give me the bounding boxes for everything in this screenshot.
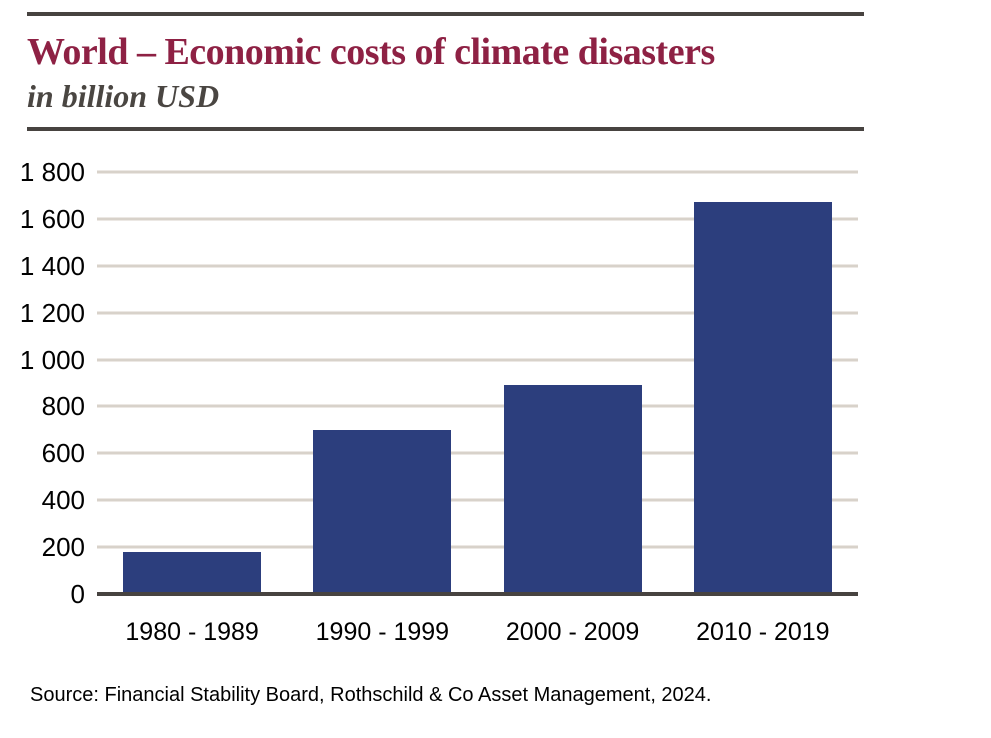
bars-layer [97, 172, 858, 594]
bar-1980 - 1989 [123, 551, 262, 594]
x-axis-line [97, 592, 858, 596]
gridline [97, 217, 858, 221]
x-axis-label: 2010 - 2019 [696, 618, 830, 646]
y-tick-label: 1 000 [19, 344, 85, 375]
chart-title: World – Economic costs of climate disast… [27, 31, 715, 73]
bar-2000 - 2009 [503, 385, 642, 594]
bar-cell [668, 172, 858, 594]
y-tick-label: 600 [41, 438, 85, 469]
x-axis-labels: 1980 - 1989 1990 - 1999 2000 - 2009 2010 - … [97, 618, 858, 647]
y-tick-label: 200 [41, 532, 85, 563]
y-tick-label: 0 [70, 579, 85, 609]
y-tick-label: 1 200 [19, 297, 85, 328]
bar-cell [478, 172, 668, 594]
bar-2010 - 2019 [693, 202, 832, 594]
y-axis-labels: 0 200 400 600 800 1 000 1 200 1 400 1 600 1 800 [0, 159, 85, 607]
gridline [97, 451, 858, 455]
y-tick-label: 1 800 [19, 157, 85, 187]
bar-1990 - 1999 [313, 429, 452, 594]
gridline [97, 404, 858, 408]
y-tick-label: 1 600 [19, 203, 85, 234]
bar-cell [97, 172, 287, 594]
y-tick-label: 400 [41, 485, 85, 516]
source-note: Source: Financial Stability Board, Roths… [30, 684, 712, 706]
bar-cell [287, 172, 477, 594]
title-divider [27, 127, 864, 131]
plot-area [97, 170, 858, 594]
x-axis-label: 1990 - 1999 [315, 618, 450, 646]
gridline [97, 358, 858, 362]
y-tick-label: 1 400 [19, 250, 85, 281]
chart-subtitle: in billion USD [27, 78, 220, 114]
x-axis-label: 1980 - 1989 [125, 618, 259, 646]
top-divider [27, 12, 864, 16]
gridline [97, 264, 858, 268]
gridline [97, 311, 858, 315]
gridline [97, 170, 858, 174]
x-axis-label: 2000 - 2009 [505, 618, 640, 646]
y-tick-label: 800 [41, 391, 85, 422]
gridline [97, 545, 858, 549]
gridline [97, 498, 858, 502]
